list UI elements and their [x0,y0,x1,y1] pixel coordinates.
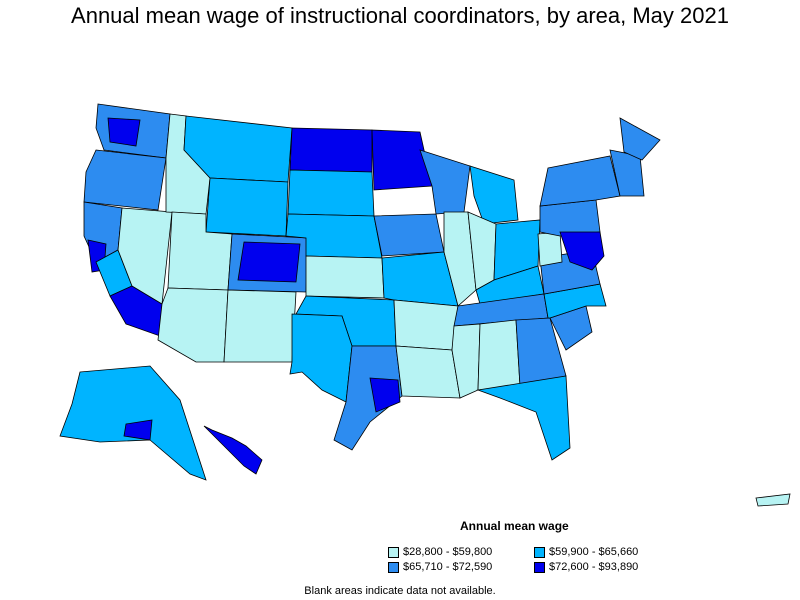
legend-swatch-2 [534,546,545,558]
region-hawaii [203,425,263,475]
legend-swatch-3 [388,561,399,573]
legend-swatch-1 [388,546,399,558]
region-mississippi [451,323,481,399]
region-new-mexico [223,289,297,363]
region-michigan [469,165,519,225]
footnote: Blank areas indicate data not available. [304,585,496,597]
region-texas-west [289,313,353,403]
region-houston [369,377,401,413]
legend-label-4: $72,600 - $93,890 [549,561,639,573]
region-kansas [305,255,385,299]
region-illinois [443,211,477,307]
region-oregon [83,149,167,211]
region-iowa [373,213,445,257]
region-seattle [107,117,141,147]
region-florida [476,375,571,461]
region-mid-atlantic [559,231,605,271]
region-maine [619,117,661,161]
region-nevada [117,207,173,305]
region-wyoming [205,177,289,237]
region-kentucky [475,265,545,305]
region-puerto-rico [755,493,791,507]
legend-item-1: $28,800 - $59,800 [388,546,492,558]
legend-label-1: $28,800 - $59,800 [403,546,493,558]
region-alabama [477,319,521,391]
region-louisiana [395,345,461,399]
legend-item-4: $72,600 - $93,890 [534,561,638,573]
map-title: Annual mean wage of instructional coordi… [71,3,729,28]
region-arkansas [393,299,459,351]
region-south-dakota [287,169,375,217]
region-arizona [157,287,229,363]
legend-label-3: $65,710 - $72,590 [403,561,493,573]
region-anchorage [123,419,153,441]
legend-title: Annual mean wage [460,519,569,533]
legend-item-2: $59,900 - $65,660 [534,546,638,558]
region-west-virginia [537,231,563,267]
legend-label-2: $59,900 - $65,660 [549,546,639,558]
region-denver [237,241,301,283]
region-north-dakota [289,127,373,173]
region-new-york [539,155,621,207]
legend-item-3: $65,710 - $72,590 [388,561,492,573]
legend-swatch-4 [534,561,545,573]
